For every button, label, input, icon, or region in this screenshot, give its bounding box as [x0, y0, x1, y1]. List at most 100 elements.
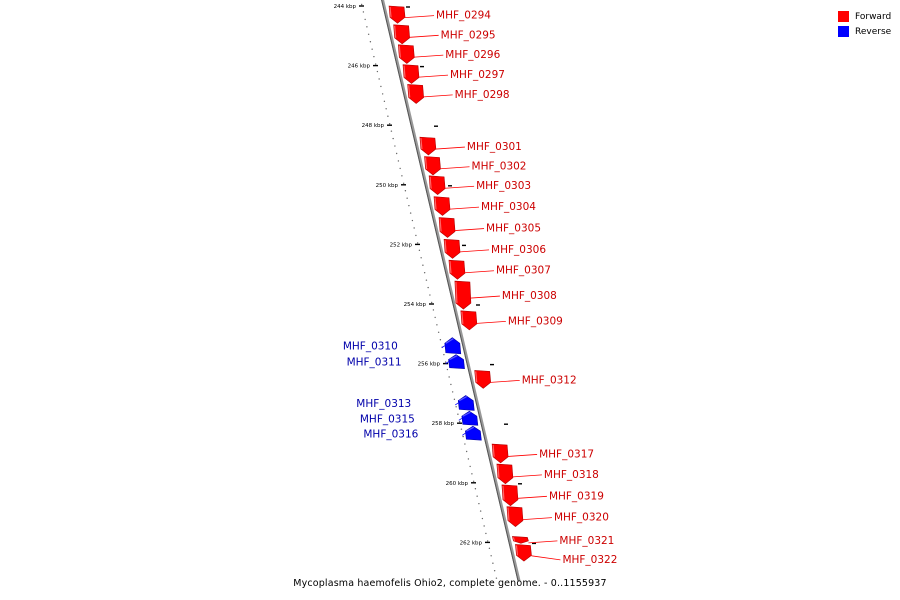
legend-label-forward: Forward: [855, 11, 892, 22]
axis-dot: [462, 435, 464, 438]
gene-mhf-0307[interactable]: [448, 259, 466, 280]
backbone-shadow: [381, 0, 519, 582]
label-leader: [458, 417, 463, 421]
gene-highlight: [394, 25, 397, 38]
axis-dot: [479, 510, 482, 512]
axis-dot: [362, 11, 365, 13]
axis-dot: [493, 570, 496, 572]
gene-mhf-0304[interactable]: [433, 196, 451, 216]
gene-label[interactable]: MHF_0322: [562, 554, 617, 566]
axis-dot: [465, 450, 468, 453]
axis-dot: [373, 55, 375, 58]
gene-label[interactable]: MHF_0305: [486, 223, 541, 235]
axis-dot: [460, 428, 463, 430]
axis-dot: [434, 316, 436, 319]
axis-dot: [464, 443, 466, 445]
axis-dot: [474, 488, 477, 490]
gene-mhf-0316[interactable]: [465, 425, 482, 441]
gene-mhf-0301[interactable]: [419, 136, 437, 156]
axis-tick-label: 248 kbp: [362, 123, 385, 129]
gene-label[interactable]: MHF_0321: [559, 535, 614, 547]
gene-mhf-0317[interactable]: [491, 443, 509, 464]
gene-mhf-0296[interactable]: [397, 44, 415, 64]
gene-label[interactable]: MHF_0307: [496, 265, 551, 277]
gene-label[interactable]: MHF_0312: [522, 374, 577, 386]
gene-mhf-0312[interactable]: [474, 370, 492, 389]
axis-dot: [436, 324, 438, 326]
label-leader: [405, 15, 435, 19]
gene-label[interactable]: MHF_0295: [441, 29, 496, 41]
axis-dot: [450, 383, 452, 386]
gene-label[interactable]: MHF_0306: [491, 244, 546, 256]
gene-mhf-0308[interactable]: [454, 280, 472, 310]
axis-dot: [444, 361, 447, 363]
gene-label[interactable]: MHF_0296: [445, 49, 500, 61]
axis-tick-label: 244 kbp: [334, 4, 357, 10]
axis-dot: [490, 555, 492, 557]
gene-label[interactable]: MHF_0318: [544, 469, 599, 481]
gene-label[interactable]: MHF_0302: [472, 161, 527, 173]
gene-mhf-0310[interactable]: [444, 337, 462, 355]
axis-dot: [481, 517, 484, 520]
gene-label[interactable]: MHF_0301: [467, 141, 522, 153]
gene-mhf-0309[interactable]: [460, 310, 478, 331]
gene-mhf-0298[interactable]: [407, 84, 424, 104]
axis-dot: [366, 26, 368, 28]
gene-highlight: [439, 218, 442, 232]
label-leader: [409, 34, 439, 38]
label-leader: [531, 555, 561, 561]
gene-label[interactable]: MHF_0297: [450, 69, 505, 81]
gene-label[interactable]: MHF_0317: [539, 448, 594, 460]
axis-dot: [453, 398, 456, 401]
gene-mhf-0315[interactable]: [461, 410, 479, 426]
gene-mhf-0311[interactable]: [448, 354, 465, 369]
gene-label[interactable]: MHF_0311: [347, 357, 402, 369]
gene-mhf-0321[interactable]: [512, 536, 529, 544]
gene-label[interactable]: MHF_0308: [502, 290, 557, 302]
gene-label[interactable]: MHF_0313: [356, 398, 411, 410]
gene-mhf-0297[interactable]: [402, 64, 420, 84]
gene-label[interactable]: MHF_0304: [481, 201, 536, 213]
label-leader: [455, 402, 459, 406]
gene-label[interactable]: MHF_0316: [363, 428, 418, 440]
gene-highlight: [492, 445, 495, 457]
axis-dot: [488, 547, 491, 550]
label-leader: [522, 517, 552, 521]
gene-mhf-0306[interactable]: [443, 239, 461, 259]
gene-highlight: [429, 176, 432, 189]
gene-mhf-0294[interactable]: [388, 5, 406, 24]
gene-label[interactable]: MHF_0319: [549, 490, 604, 502]
gene-mhf-0320[interactable]: [506, 506, 524, 527]
gene-label[interactable]: MHF_0315: [360, 413, 415, 425]
axis-dot: [385, 108, 387, 110]
gene-mhf-0303[interactable]: [428, 175, 446, 196]
axis-tick-label: 258 kbp: [432, 421, 455, 427]
gene-mhf-0322[interactable]: [515, 544, 532, 562]
gene-label[interactable]: MHF_0298: [455, 89, 510, 101]
gene-mhf-0313[interactable]: [457, 395, 475, 411]
label-leader: [490, 379, 520, 383]
axis-dot: [406, 197, 408, 199]
axis-dot: [446, 368, 449, 371]
gene-mhf-0318[interactable]: [496, 463, 514, 485]
label-leader: [418, 74, 449, 78]
gene-label[interactable]: MHF_0309: [508, 315, 563, 327]
axis-dot: [483, 525, 485, 527]
label-leader: [414, 54, 444, 58]
gene-label[interactable]: MHF_0310: [343, 341, 398, 353]
axis-dot: [392, 137, 394, 140]
gene-label[interactable]: MHF_0303: [476, 180, 531, 192]
gene-highlight: [434, 197, 437, 210]
gene-mhf-0295[interactable]: [393, 24, 410, 45]
gene-label[interactable]: MHF_0294: [436, 10, 491, 22]
gene-label[interactable]: MHF_0320: [554, 512, 609, 524]
axis-dot: [387, 115, 389, 117]
axis-dot: [364, 18, 366, 21]
axis-dot: [425, 279, 428, 281]
gene-mhf-0319[interactable]: [501, 484, 519, 507]
label-leader: [455, 228, 485, 231]
gene-mhf-0302[interactable]: [424, 156, 441, 176]
gene-mhf-0305[interactable]: [438, 217, 456, 238]
label-leader: [470, 295, 500, 299]
